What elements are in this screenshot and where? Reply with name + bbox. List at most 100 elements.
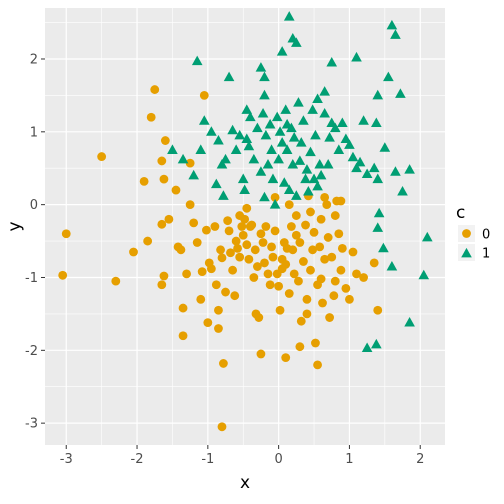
point-c1 bbox=[404, 317, 415, 327]
point-c1 bbox=[358, 115, 369, 125]
point-c0 bbox=[203, 318, 213, 328]
point-c0 bbox=[341, 284, 351, 293]
point-c1 bbox=[312, 93, 323, 103]
point-c1 bbox=[177, 153, 189, 164]
point-c0 bbox=[336, 265, 346, 275]
point-c1 bbox=[294, 155, 306, 165]
point-c0 bbox=[295, 342, 305, 352]
point-c0 bbox=[214, 305, 223, 315]
point-c0 bbox=[261, 222, 271, 231]
point-c1 bbox=[372, 89, 384, 100]
point-c0 bbox=[325, 313, 335, 322]
point-c1 bbox=[227, 124, 238, 135]
point-c0 bbox=[164, 214, 174, 224]
point-c1 bbox=[244, 111, 256, 122]
point-c0 bbox=[294, 276, 303, 286]
point-c1 bbox=[281, 144, 293, 154]
point-c0 bbox=[235, 211, 245, 220]
point-c0 bbox=[330, 211, 340, 220]
point-c0 bbox=[189, 218, 199, 228]
point-c0 bbox=[277, 264, 287, 274]
point-c1 bbox=[310, 129, 321, 140]
point-c0 bbox=[315, 242, 325, 252]
point-c0 bbox=[159, 174, 169, 184]
point-c0 bbox=[281, 353, 291, 362]
point-c1 bbox=[252, 122, 263, 133]
point-c1 bbox=[351, 51, 362, 62]
point-c0 bbox=[320, 254, 330, 264]
point-c0 bbox=[237, 222, 247, 231]
point-c1 bbox=[340, 133, 352, 144]
point-c0 bbox=[295, 238, 305, 247]
point-c0 bbox=[244, 254, 254, 264]
point-c0 bbox=[247, 220, 257, 230]
x-tick-label: -1 bbox=[201, 452, 214, 467]
x-tick-label: 2 bbox=[416, 452, 424, 467]
legend: c 01 bbox=[456, 203, 490, 262]
point-c1 bbox=[329, 122, 341, 133]
point-c1 bbox=[404, 164, 415, 174]
point-c1 bbox=[291, 190, 302, 200]
point-c0 bbox=[217, 422, 227, 432]
point-c1 bbox=[264, 118, 276, 129]
y-tick-label: -1 bbox=[25, 271, 38, 286]
point-c0 bbox=[373, 305, 383, 315]
point-c0 bbox=[299, 257, 308, 266]
point-c1 bbox=[276, 137, 288, 147]
point-c0 bbox=[313, 360, 322, 370]
point-c0 bbox=[228, 265, 238, 275]
point-c1 bbox=[354, 156, 366, 167]
point-c1 bbox=[421, 231, 433, 242]
point-c1 bbox=[337, 117, 348, 127]
point-c1 bbox=[344, 139, 355, 149]
point-c0 bbox=[265, 280, 275, 290]
x-tick-label: -3 bbox=[60, 452, 73, 467]
point-c1 bbox=[372, 173, 384, 184]
point-c1 bbox=[379, 142, 391, 152]
point-c0 bbox=[202, 225, 211, 235]
point-c0 bbox=[139, 176, 149, 186]
point-c0 bbox=[359, 273, 368, 282]
point-c0 bbox=[129, 247, 138, 257]
point-c0 bbox=[157, 219, 167, 229]
point-c1 bbox=[305, 146, 316, 157]
point-c1 bbox=[213, 134, 224, 145]
point-c0 bbox=[199, 91, 209, 100]
point-c0 bbox=[311, 338, 320, 348]
point-c0 bbox=[308, 245, 318, 255]
point-c1 bbox=[167, 144, 178, 154]
point-c1 bbox=[262, 158, 274, 169]
point-c1 bbox=[307, 104, 318, 114]
point-c1 bbox=[386, 260, 398, 271]
point-c1 bbox=[300, 173, 311, 184]
point-c1 bbox=[395, 88, 406, 98]
point-c0 bbox=[336, 196, 346, 206]
point-c0 bbox=[157, 280, 167, 290]
point-c0 bbox=[176, 245, 186, 255]
point-c1 bbox=[237, 173, 249, 184]
point-c1 bbox=[386, 19, 398, 30]
point-c1 bbox=[269, 199, 281, 209]
point-c0 bbox=[275, 305, 285, 315]
point-c0 bbox=[263, 269, 273, 279]
point-c0 bbox=[219, 359, 228, 368]
point-c0 bbox=[288, 245, 298, 255]
point-c0 bbox=[97, 152, 107, 161]
y-tick-label: 0 bbox=[30, 198, 38, 213]
point-c1 bbox=[198, 115, 210, 125]
point-c1 bbox=[293, 97, 304, 107]
point-c1 bbox=[312, 180, 323, 191]
point-c0 bbox=[171, 185, 181, 195]
point-c1 bbox=[274, 126, 286, 136]
point-c1 bbox=[234, 129, 246, 140]
point-c1 bbox=[259, 191, 270, 202]
point-c0 bbox=[150, 85, 160, 94]
point-c1 bbox=[257, 108, 269, 118]
point-c0 bbox=[230, 291, 240, 301]
point-c1 bbox=[315, 169, 327, 180]
point-c1 bbox=[259, 71, 270, 82]
x-tick-label: 1 bbox=[345, 452, 353, 467]
point-c1 bbox=[273, 153, 284, 164]
point-c0 bbox=[185, 158, 195, 168]
